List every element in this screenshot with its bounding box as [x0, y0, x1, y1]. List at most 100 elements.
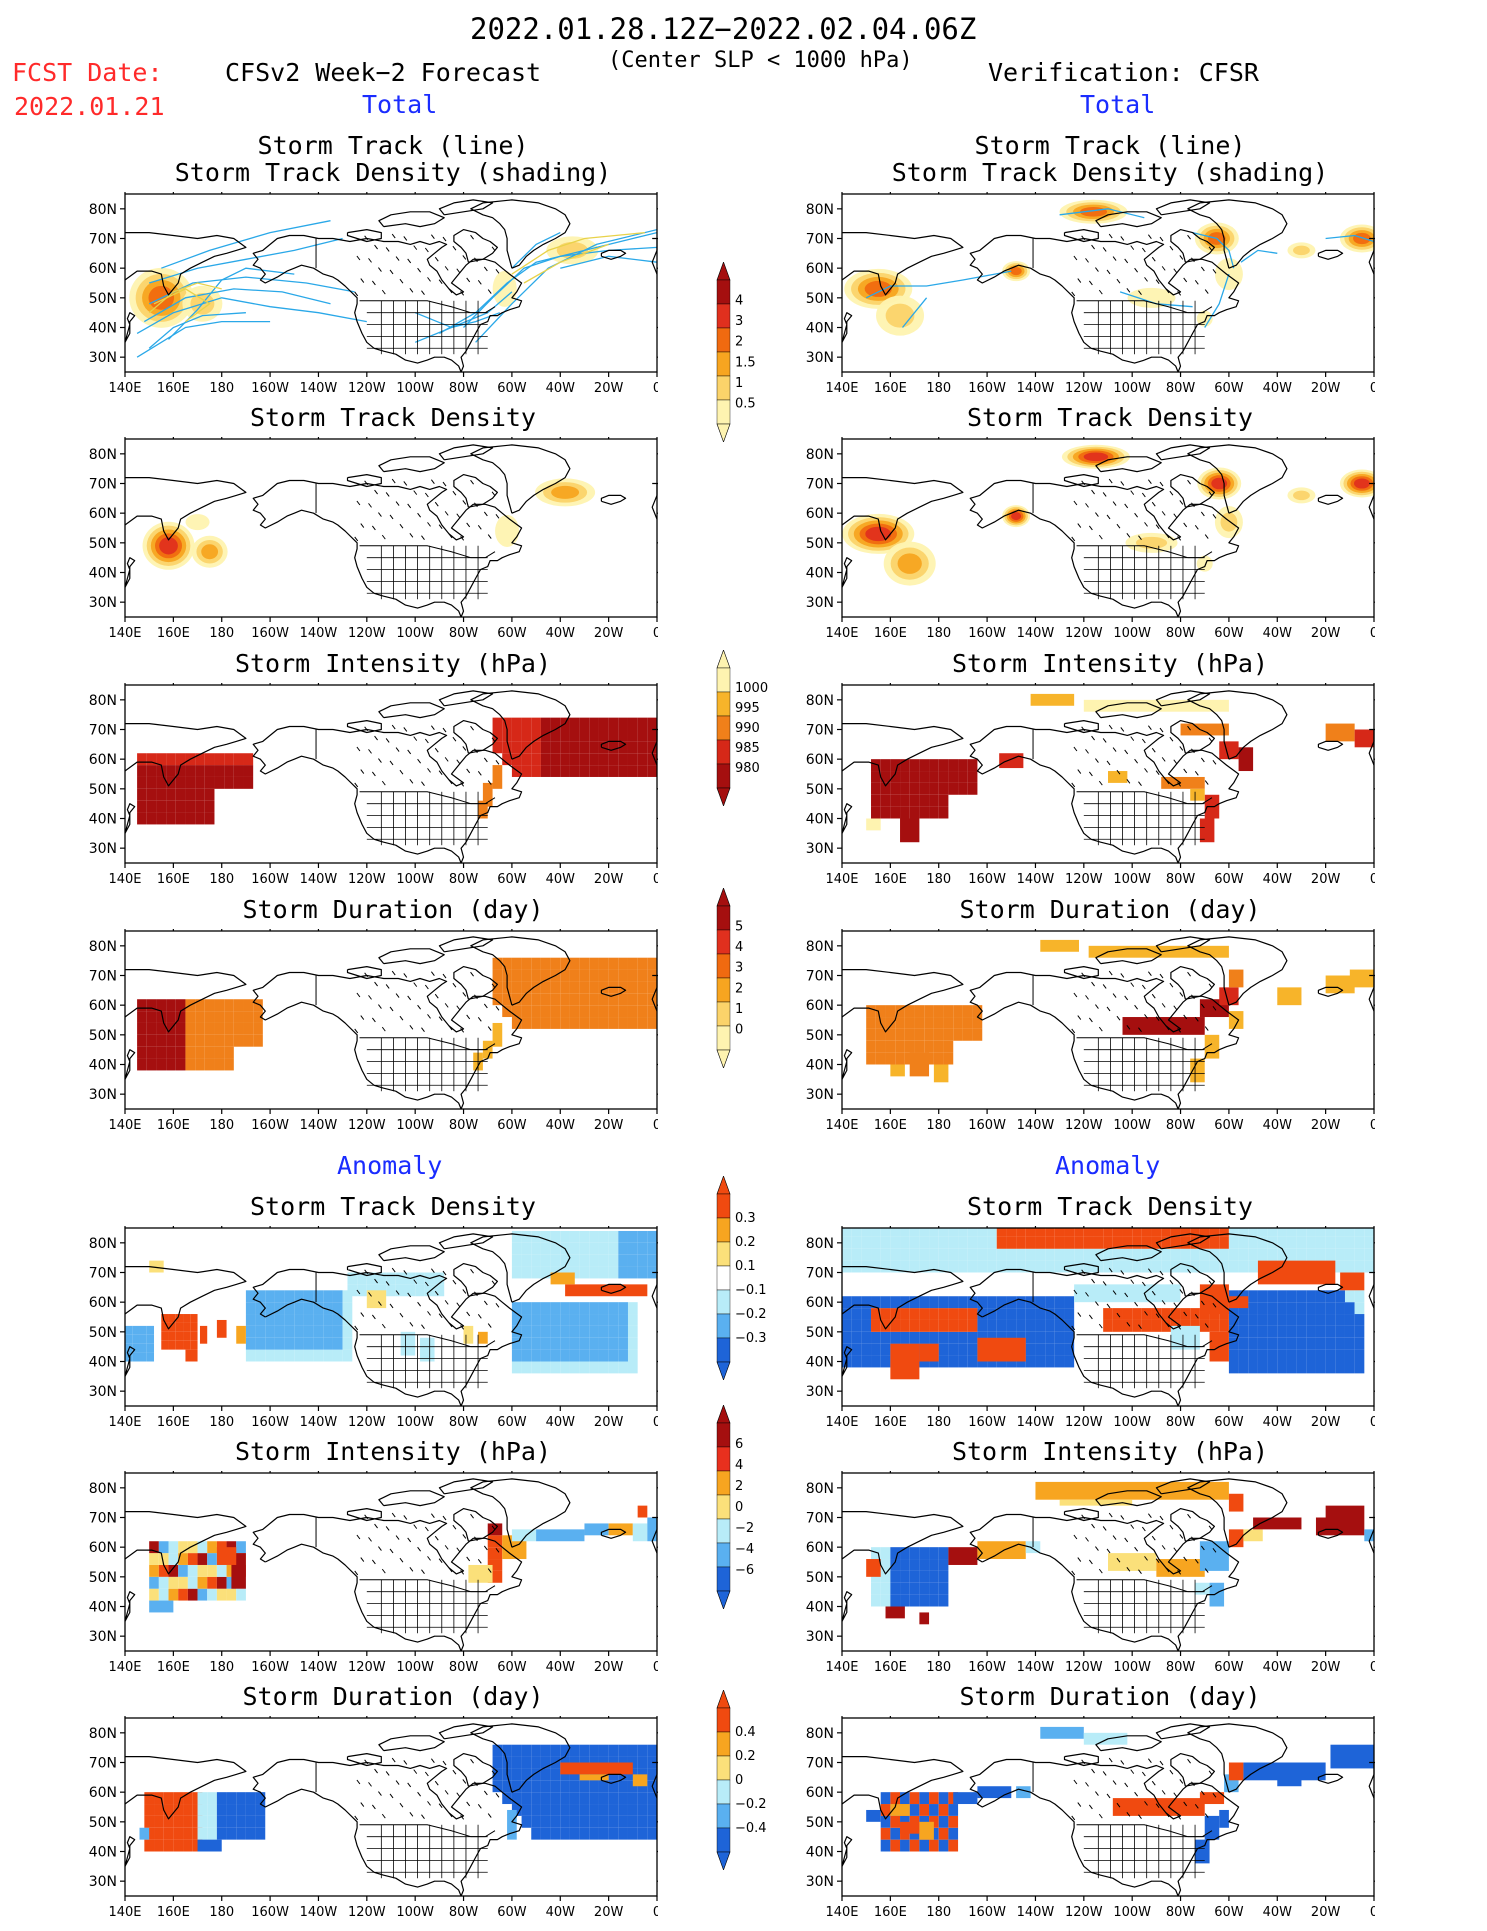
lat-label: 70N [806, 969, 834, 985]
lat-label: 50N [806, 782, 834, 798]
lon-label: 0 [1370, 1905, 1375, 1920]
lon-label: 140W [1017, 626, 1055, 641]
lat-label: 40N [89, 1058, 117, 1074]
map-fcst-anom-duration: 80N 70N 60N 50N 40N 30N 140E 160E 180 160W 140W 120… [68, 1716, 658, 1931]
map-svg: 80N 70N 60N 50N 40N 30N 140E 160E 180 160W 140W 120… [89, 1471, 658, 1675]
lon-label: 160W [968, 872, 1006, 887]
lon-label: 60W [1214, 1415, 1244, 1430]
lat-label: 60N [89, 752, 117, 768]
lon-label: 180 [209, 1415, 234, 1430]
lon-label: 80W [449, 1660, 479, 1675]
title-anom-duration-right: Storm Duration (day) [959, 1682, 1261, 1711]
lat-label: 70N [806, 1266, 834, 1282]
lon-label: 160E [157, 1905, 190, 1920]
lon-label: 180 [926, 1118, 951, 1133]
lat-label: 30N [806, 595, 834, 611]
lon-label: 120W [1065, 381, 1103, 396]
colorbar-label: 1 [735, 376, 743, 391]
lon-label: 100W [1113, 872, 1151, 887]
colorbar-label: 2 [735, 981, 743, 996]
left-model-label: CFSv2 Week−2 Forecast [225, 58, 542, 87]
colorbar-label: 1000 [735, 681, 768, 696]
lat-label: 70N [806, 477, 834, 493]
left-total-label: Total [362, 90, 438, 119]
colorbar-intensity-anom: 6 4 2 0 −2 −4 −6 [715, 1405, 775, 1609]
lon-label: 20W [1311, 872, 1341, 887]
colorbar-label: 990 [735, 721, 760, 736]
lon-label: 160E [874, 1660, 907, 1675]
lon-label: 140W [1017, 872, 1055, 887]
lat-label: 70N [89, 723, 117, 739]
lon-label: 100W [396, 381, 434, 396]
lat-label: 70N [806, 232, 834, 248]
lon-label: 120W [348, 872, 386, 887]
title-duration-left: Storm Duration (day) [242, 895, 544, 924]
lat-label: 60N [806, 1295, 834, 1311]
lat-label: 30N [806, 841, 834, 857]
lon-label: 180 [926, 872, 951, 887]
lat-label: 40N [89, 566, 117, 582]
lat-label: 50N [89, 1028, 117, 1044]
lat-label: 30N [89, 841, 117, 857]
lat-label: 80N [806, 447, 834, 463]
colorbar-label: −0.2 [735, 1797, 767, 1812]
lon-label: 100W [1113, 1660, 1151, 1675]
lat-label: 70N [89, 477, 117, 493]
lon-label: 100W [1113, 626, 1151, 641]
lon-label: 20W [594, 381, 624, 396]
lon-label: 100W [396, 1905, 434, 1920]
lon-label: 160W [968, 626, 1006, 641]
lat-label: 70N [89, 1511, 117, 1527]
lon-label: 80W [1166, 872, 1196, 887]
lon-label: 0 [653, 381, 658, 396]
title-track-density-right: Storm Track Density [967, 403, 1253, 432]
lon-label: 120W [348, 1415, 386, 1430]
lon-label: 120W [1065, 1415, 1103, 1430]
lon-label: 160W [968, 1415, 1006, 1430]
lat-label: 40N [89, 1355, 117, 1371]
lat-label: 40N [806, 566, 834, 582]
map-fcst-anom-intensity: 80N 70N 60N 50N 40N 30N 140E 160E 180 160W 140W 120… [68, 1471, 658, 1686]
lat-label: 60N [806, 752, 834, 768]
lon-label: 0 [1370, 381, 1375, 396]
right-model-label: Verification: CFSR [988, 58, 1259, 87]
lon-label: 20W [1311, 1905, 1341, 1920]
lon-label: 40W [1263, 626, 1293, 641]
colorbar-density-anom: 0.3 0.2 0.1 −0.1 −0.2 −0.3 [715, 1176, 775, 1380]
lat-label: 30N [806, 1384, 834, 1400]
lon-label: 160E [874, 1905, 907, 1920]
title-anom-duration-left: Storm Duration (day) [242, 1682, 544, 1711]
lon-label: 20W [1311, 1118, 1341, 1133]
lon-label: 40W [1263, 1905, 1293, 1920]
lon-label: 60W [497, 1415, 527, 1430]
colorbar-label: −0.2 [735, 1307, 767, 1322]
lat-label: 50N [89, 1815, 117, 1831]
lon-label: 140W [300, 381, 338, 396]
title-anom-density-right: Storm Track Density [967, 1192, 1253, 1221]
title-track-density-shading-left: Storm Track Density (shading) [174, 158, 612, 187]
lat-label: 30N [806, 1874, 834, 1890]
lon-label: 140W [300, 1660, 338, 1675]
lon-label: 140E [108, 1660, 141, 1675]
lon-label: 160E [874, 1415, 907, 1430]
lon-label: 40W [1263, 1118, 1293, 1133]
lon-label: 140W [300, 1118, 338, 1133]
subtitle: (Center SLP < 1000 hPa) [608, 48, 913, 73]
lon-label: 140E [825, 1118, 858, 1133]
lon-label: 140W [1017, 1118, 1055, 1133]
lat-label: 60N [89, 1540, 117, 1556]
lat-label: 50N [89, 1325, 117, 1341]
lat-label: 70N [89, 1266, 117, 1282]
colorbar-label: 0 [735, 1500, 743, 1515]
lat-label: 50N [806, 291, 834, 307]
lon-label: 160E [157, 872, 190, 887]
title-track-line-left: Storm Track (line) [257, 131, 529, 160]
lon-label: 80W [1166, 626, 1196, 641]
lon-label: 140E [825, 1660, 858, 1675]
map-verif-anom-density: 80N 70N 60N 50N 40N 30N 140E 160E 180 160W 140W 120… [785, 1226, 1375, 1441]
lon-label: 40W [1263, 872, 1293, 887]
lon-label: 160W [968, 1905, 1006, 1920]
lat-label: 30N [89, 350, 117, 366]
lon-label: 140E [825, 1905, 858, 1920]
lon-label: 160E [874, 1118, 907, 1133]
